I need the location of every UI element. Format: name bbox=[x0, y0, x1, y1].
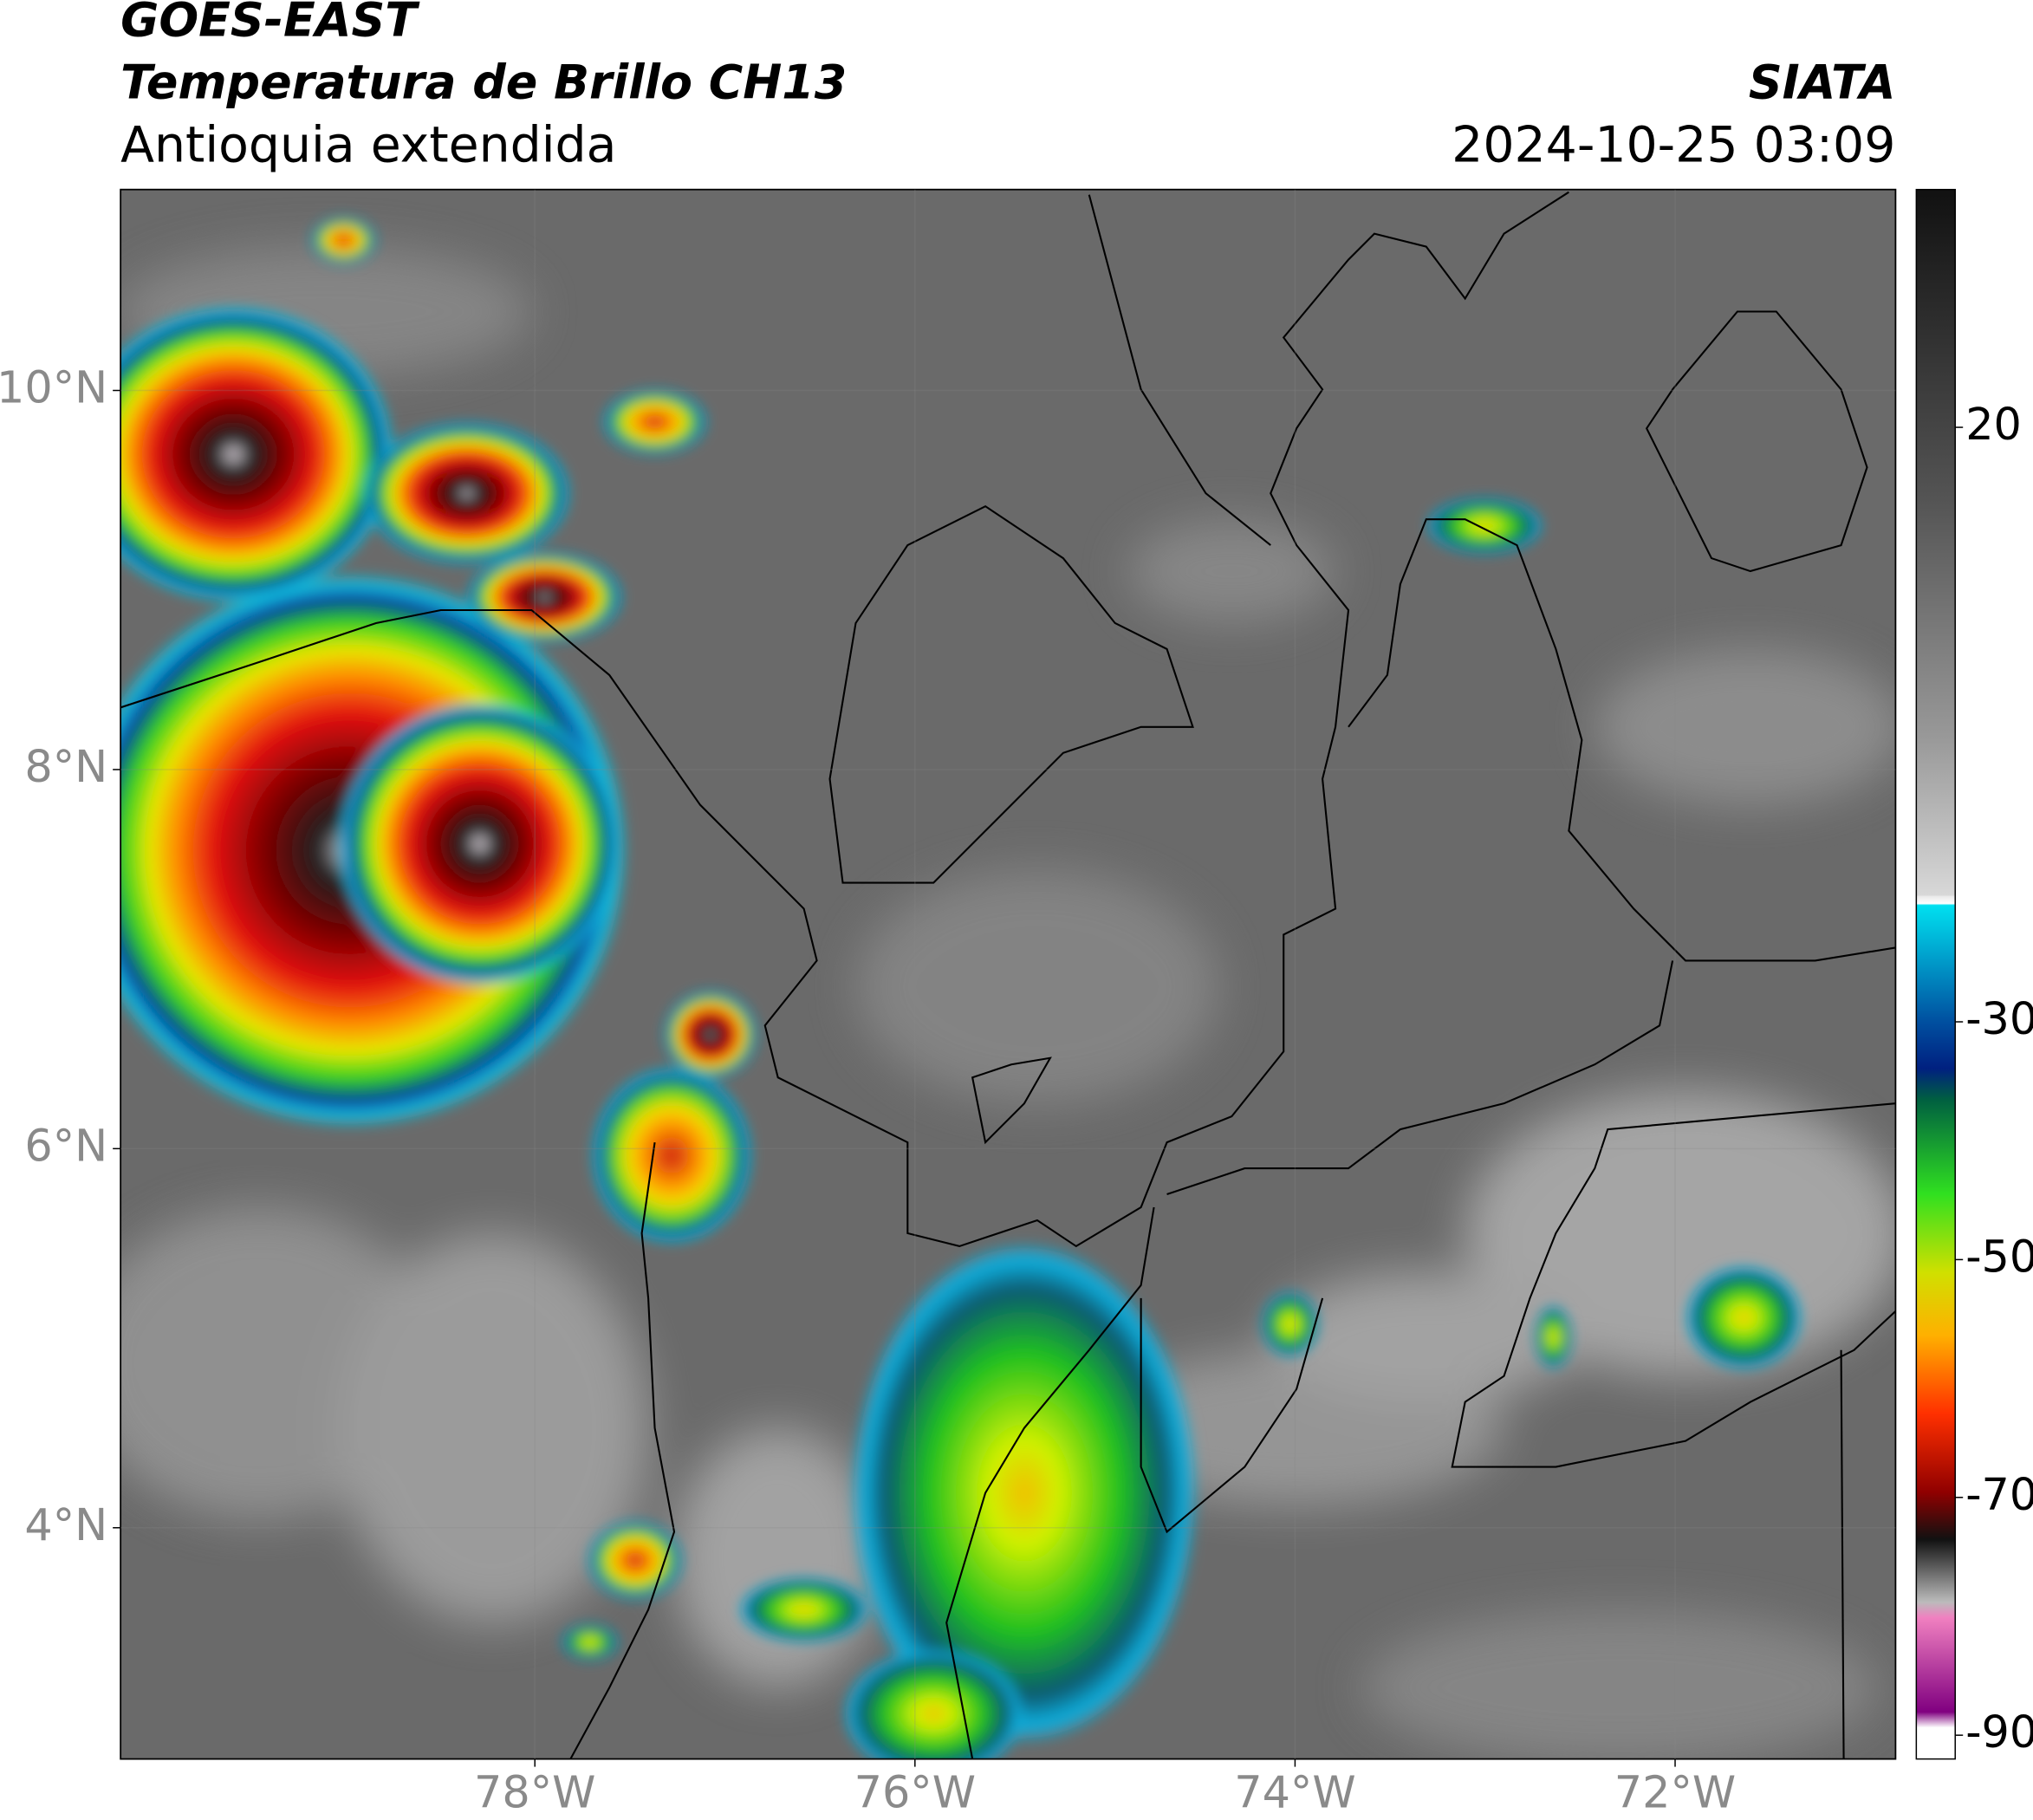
colorbar bbox=[1915, 188, 1956, 1760]
subtitle: Temperatura de Brillo CH13 bbox=[120, 55, 847, 109]
x-tick-label: 72°W bbox=[1614, 1768, 1736, 1819]
x-tick-label: 74°W bbox=[1234, 1768, 1355, 1819]
y-tick-label: 6°N bbox=[24, 1121, 107, 1172]
datetime: 2024-10-25 03:09 bbox=[1452, 116, 1895, 173]
x-tick-label: 78°W bbox=[474, 1768, 595, 1819]
y-tick-label: 10°N bbox=[0, 363, 107, 414]
colorbar-tick-label: -30 bbox=[1965, 994, 2033, 1045]
ticks: 78°W 76°W 74°W 72°W 10°N 8°N 6°N 4°N 20 -30 -50 -70… bbox=[0, 189, 2033, 1819]
y-tick-label: 4°N bbox=[24, 1500, 107, 1551]
map-frame bbox=[120, 188, 1897, 1760]
y-tick-label: 8°N bbox=[24, 742, 107, 793]
title: GOES-EAST bbox=[120, 0, 420, 48]
satellite-image bbox=[120, 189, 1896, 1759]
source: SIATA bbox=[1749, 55, 1896, 109]
colorbar-tick-label: 20 bbox=[1965, 400, 2022, 451]
borders bbox=[120, 191, 1896, 1759]
x-tick-label: 76°W bbox=[854, 1768, 976, 1819]
colorbar-tick-label: -50 bbox=[1965, 1232, 2033, 1283]
colorbar-tick-label: -90 bbox=[1965, 1707, 2033, 1758]
region: Antioquia extendida bbox=[120, 116, 616, 173]
colorbar-tick-label: -70 bbox=[1965, 1470, 2033, 1521]
